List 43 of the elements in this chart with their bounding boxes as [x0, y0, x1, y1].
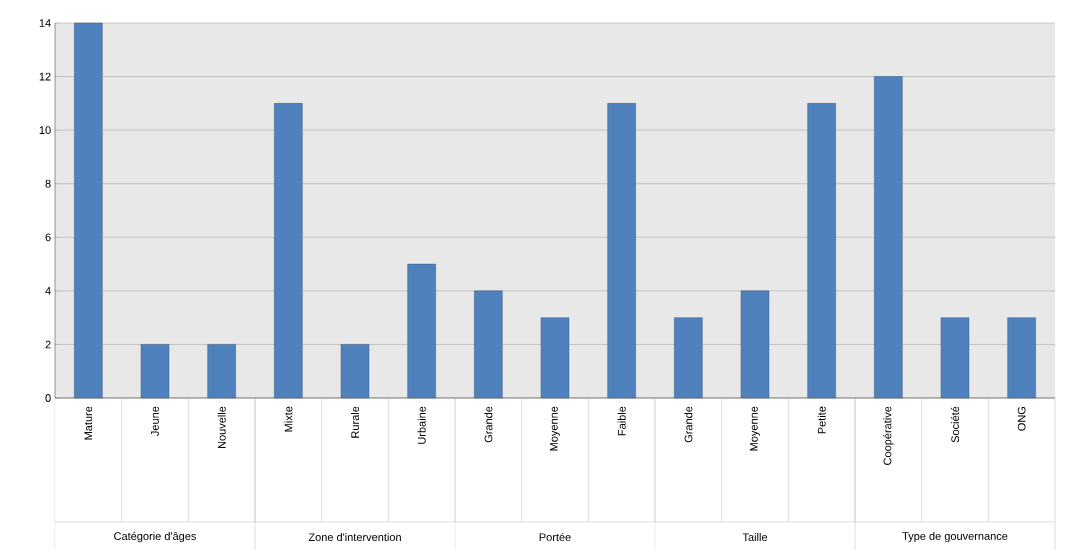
text: Type de gouvernance	[902, 531, 1008, 543]
bar	[940, 317, 970, 399]
text: Zone d'intervention	[308, 532, 401, 542]
y-tick-label: 2	[45, 340, 51, 349]
x-tick-label: Grande	[684, 406, 693, 443]
x-tick-label: Jeune	[151, 406, 159, 436]
y-tick-label: 14	[39, 19, 51, 27]
text: Portée	[539, 532, 571, 542]
y-tick-label: 12	[39, 72, 51, 81]
y-tick-label: 6	[45, 233, 51, 242]
bar	[340, 344, 370, 399]
x-tick-label: Faible	[617, 406, 626, 436]
x-tick-label: Urbaine	[417, 406, 426, 444]
bar	[474, 290, 503, 399]
x-tick-label: Moyenne	[550, 406, 560, 451]
x-tick-label: Société	[950, 406, 960, 443]
x-tick-label: Mixte	[284, 406, 293, 432]
bar	[807, 103, 836, 399]
y-tick-label: 8	[45, 179, 51, 188]
bar	[607, 103, 636, 399]
text: Catégorie d'âges	[114, 531, 196, 543]
bar	[674, 317, 703, 399]
x-tick-label: Mature	[84, 406, 93, 440]
x-tick-label: Coopérative	[883, 406, 894, 465]
x-tick-label: Petite	[817, 406, 826, 434]
x-tick-label: Rurale	[350, 406, 360, 438]
bar	[1007, 317, 1036, 399]
bar	[74, 22, 103, 399]
x-tick-label: ONG	[1017, 406, 1026, 431]
bar	[540, 317, 570, 399]
bar	[140, 344, 170, 399]
y-tick-label: 0	[45, 394, 51, 402]
text: Taille	[742, 532, 768, 542]
bar	[874, 76, 903, 399]
x-tick-label: Moyenne	[750, 406, 760, 451]
bar	[207, 344, 236, 399]
y-tick-label: 4	[45, 287, 51, 295]
bar	[407, 263, 436, 399]
x-tick-label: Grande	[484, 406, 493, 443]
y-tick-label: 10	[39, 126, 51, 135]
x-tick-label: Nouvelle	[217, 406, 226, 449]
bar	[274, 103, 303, 399]
bar	[740, 290, 770, 399]
